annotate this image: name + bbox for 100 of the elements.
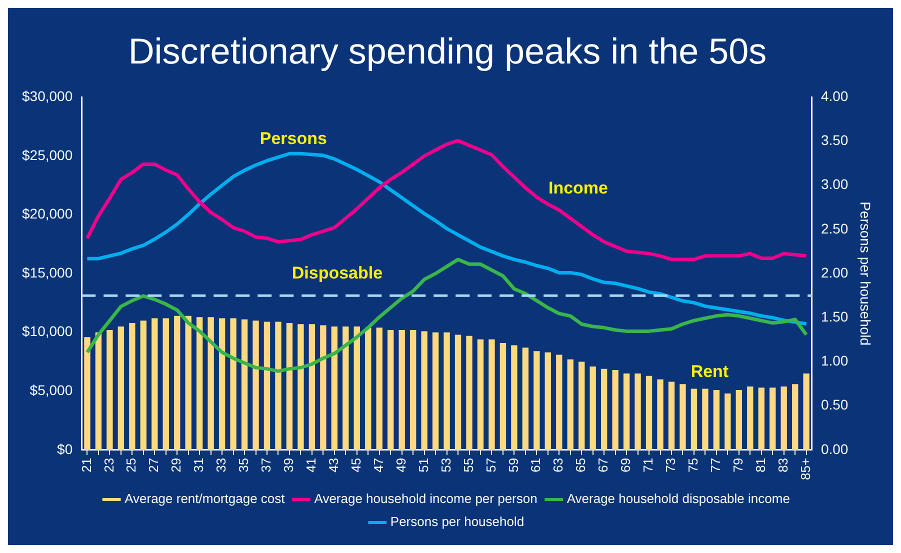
bar (320, 325, 326, 450)
y2-tick-label: 0.00 (820, 440, 848, 457)
legend-label: Average rent/mortgage cost (124, 491, 286, 506)
legend-label: Persons per household (390, 514, 524, 530)
bar (758, 388, 764, 450)
bar (646, 376, 652, 450)
y2-tick-label: 4.00 (820, 88, 848, 104)
bar (432, 332, 439, 450)
x-tick-label: 65 (573, 458, 588, 472)
bar (152, 318, 158, 450)
bar (421, 331, 428, 450)
x-tick-label: 43 (326, 458, 341, 472)
annotation: Disposable (292, 263, 383, 282)
y2-tick-label: 2.00 (820, 264, 848, 280)
bar (140, 320, 146, 450)
x-tick-label: 67 (596, 458, 611, 472)
bar (252, 320, 259, 450)
bar (590, 366, 596, 450)
bar (488, 339, 495, 450)
bar (454, 334, 462, 450)
bar (365, 328, 372, 450)
bar (556, 354, 562, 450)
bar (466, 336, 472, 450)
bar (612, 370, 618, 450)
bar (792, 384, 798, 450)
bar (770, 388, 776, 450)
bar (376, 328, 382, 450)
bar (724, 394, 731, 450)
bar (690, 388, 698, 450)
bar (736, 390, 742, 450)
bar (500, 342, 506, 450)
bar (388, 330, 394, 450)
bar (230, 318, 236, 450)
x-tick-label: 57 (483, 458, 498, 472)
x-tick-label: 37 (258, 458, 274, 472)
y2-tick-label: 2.50 (820, 220, 848, 236)
bar (567, 359, 574, 450)
y-tick-label: $20,000 (22, 206, 73, 222)
y-tick-label: $5,000 (30, 382, 73, 398)
x-tick-label: 59 (506, 458, 521, 472)
bar (657, 379, 664, 450)
bar (286, 322, 293, 450)
x-tick-label: 55 (460, 458, 476, 472)
bar (354, 326, 360, 450)
y-tick-label: $30,000 (22, 88, 73, 104)
x-tick-label: 35 (236, 458, 252, 472)
bar (118, 326, 124, 450)
bar (600, 368, 608, 450)
bar (398, 330, 405, 450)
y2-tick-label: 1.50 (820, 308, 848, 325)
x-tick-label: 75 (686, 458, 701, 472)
x-tick-label: 73 (663, 458, 678, 472)
x-tick-label: 45 (348, 458, 364, 472)
legend-label: Average household income per person (314, 491, 538, 506)
y2-tick-label: 3.00 (820, 176, 848, 192)
x-tick-label: 85+ (798, 458, 813, 480)
bar (275, 322, 282, 450)
bar (106, 330, 113, 450)
bar (477, 339, 484, 450)
bar (218, 318, 226, 450)
x-tick-label: 47 (370, 458, 386, 472)
bar (185, 316, 192, 450)
x-tick-label: 71 (640, 458, 656, 472)
bar (129, 322, 136, 450)
bar (534, 351, 540, 450)
bar (680, 384, 686, 450)
bar (162, 318, 169, 450)
x-tick-label: 49 (393, 458, 408, 472)
bar (208, 317, 214, 450)
bar (780, 386, 787, 450)
y-tick-label: $15,000 (22, 264, 73, 280)
annotation: Rent (690, 362, 729, 382)
bar (241, 319, 248, 450)
x-tick-label: 77 (708, 458, 724, 472)
x-tick-label: 41 (304, 458, 319, 472)
bar (174, 316, 180, 450)
x-tick-label: 25 (124, 458, 139, 472)
y2-axis-title: Persons per household (858, 202, 874, 346)
legend-label: Average household disposable income (566, 491, 790, 506)
annotation: Persons (260, 129, 327, 148)
annotation: Income (548, 178, 608, 198)
x-tick-label: 31 (191, 458, 206, 472)
y2-tick-label: 3.50 (820, 132, 848, 148)
x-tick-label: 23 (101, 458, 116, 472)
bar (308, 324, 316, 450)
bar (410, 330, 416, 450)
x-tick-label: 51 (416, 458, 431, 472)
bar (298, 324, 304, 450)
bar (342, 326, 349, 450)
bar (522, 348, 529, 450)
x-tick-label: 33 (214, 458, 229, 472)
x-tick-label: 29 (168, 458, 184, 472)
bar (544, 352, 551, 450)
bar (747, 386, 754, 450)
y-tick-label: $25,000 (22, 146, 73, 163)
bar (444, 332, 450, 450)
bar (196, 317, 203, 450)
chart-title: Discretionary spending peaks in the 50s (128, 30, 767, 72)
bar (95, 332, 102, 450)
x-tick-label: 83 (775, 458, 790, 472)
